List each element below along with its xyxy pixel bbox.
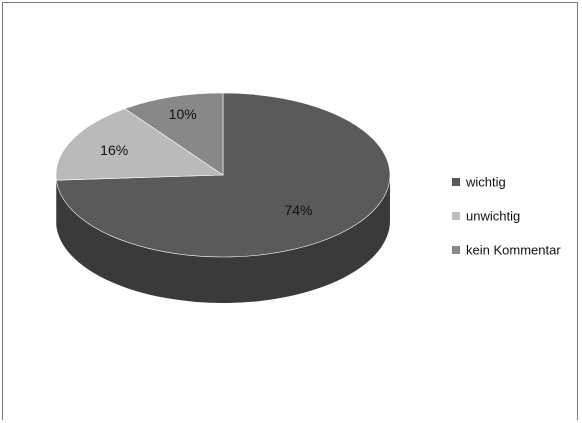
pie-data-labels: 74% 16% 10% <box>100 106 312 218</box>
legend: wichtig unwichtig kein Kommentar <box>452 175 561 258</box>
pie-sides <box>56 175 391 304</box>
pie-side-wichtig <box>56 175 391 304</box>
legend-swatch-kein-kommentar <box>452 246 460 254</box>
data-label-kein-kommentar: 10% <box>169 106 197 122</box>
legend-label-unwichtig: unwichtig <box>466 209 520 224</box>
pie-slices <box>55 92 391 258</box>
pie-slice-kein-kommentar <box>124 92 224 176</box>
chart-frame: 74% 16% 10% wichtig unwichtig kein Kommentar <box>2 2 578 420</box>
legend-label-wichtig: wichtig <box>465 175 506 190</box>
data-label-wichtig: 74% <box>284 202 312 218</box>
pie-slice-unwichtig <box>55 108 224 181</box>
legend-swatch-wichtig <box>452 178 460 186</box>
pie-chart: 74% 16% 10% wichtig unwichtig kein Kommentar <box>55 92 561 304</box>
legend-label-kein-kommentar: kein Kommentar <box>466 243 561 258</box>
data-label-unwichtig: 16% <box>100 142 128 158</box>
legend-swatch-unwichtig <box>452 212 460 220</box>
